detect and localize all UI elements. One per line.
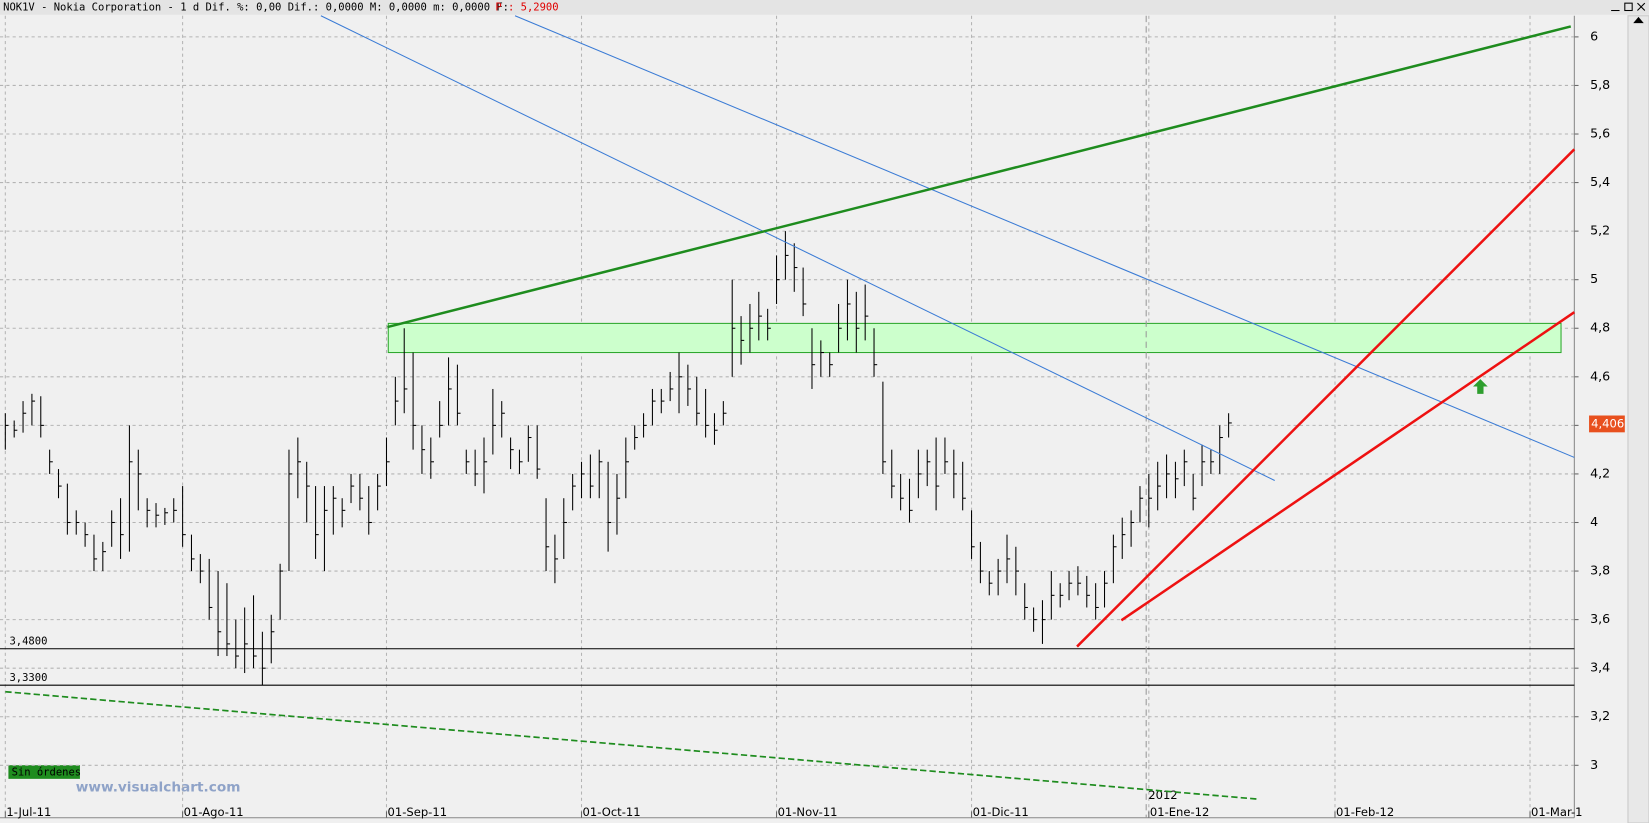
header-price: P : 5,2900 — [495, 1, 558, 13]
orders-text[interactable]: Sin órdenes — [12, 767, 82, 779]
y-tick-label: 5 — [1590, 271, 1598, 286]
y-tick-label: 3 — [1590, 757, 1598, 772]
trendline — [514, 15, 1575, 458]
last-price-tag — [1589, 415, 1625, 433]
y-tick-label: 4 — [1590, 514, 1598, 529]
scrollbar[interactable] — [1627, 15, 1649, 823]
x-tick-label: 01-Feb-12 — [1336, 805, 1394, 819]
trendline — [5, 690, 1258, 800]
x-tick-label: 01-Ago-11 — [184, 805, 244, 819]
y-tick-label: 5,2 — [1590, 223, 1610, 238]
x-tick-label: 01-Sep-11 — [388, 805, 448, 819]
y-tick-label: 4,8 — [1590, 320, 1610, 335]
watermark: www.visualchart.com — [76, 779, 241, 795]
close-button[interactable] — [1637, 2, 1646, 11]
x-tick-label: 01-Oct-11 — [583, 805, 641, 819]
signal-arrow — [1473, 379, 1488, 394]
y-tick-label: 5,8 — [1590, 77, 1610, 92]
y-tick-label: 3,6 — [1590, 611, 1610, 626]
orders-badge[interactable] — [8, 765, 80, 779]
window-buttons[interactable] — [1611, 2, 1646, 12]
y-tick-label: 6 — [1590, 28, 1598, 43]
x-tick-label: 01-Mar-1 — [1531, 805, 1582, 819]
header-bar — [0, 0, 1649, 15]
y-tick-label: 4,2 — [1590, 465, 1610, 480]
x-tick-label: 01-Ene-12 — [1150, 805, 1209, 819]
trendline — [1076, 148, 1576, 648]
trendline — [1120, 311, 1576, 622]
y-tick-label: 5,4 — [1590, 174, 1610, 189]
y-tick-label: 3,2 — [1590, 708, 1610, 723]
y-tick-label: 5,6 — [1590, 126, 1610, 141]
resistance-zone — [387, 322, 1562, 354]
plot: 33,23,43,63,844,24,44,64,855,25,45,65,86… — [0, 15, 1625, 819]
year-label: 2012 — [1148, 788, 1177, 802]
x-tick-label: 01-Nov-11 — [778, 805, 838, 819]
trendline — [387, 25, 1572, 329]
scroll-up[interactable] — [1633, 16, 1644, 24]
y-tick-label: 3,8 — [1590, 563, 1610, 578]
trendline — [320, 15, 1275, 481]
level-label: 3,4800 — [9, 635, 47, 647]
x-tick-label: 1-Jul-11 — [6, 805, 51, 819]
y-tick-label: 3,4 — [1590, 660, 1610, 675]
x-tick-label: 01-Dic-11 — [973, 805, 1029, 819]
last-price-label: 4,406 — [1591, 416, 1624, 430]
maximize-button[interactable] — [1624, 2, 1633, 12]
y-tick-label: 4,6 — [1590, 368, 1610, 383]
header-text: NOK1V - Nokia Corporation - 1 d Dif. %: … — [3, 1, 509, 13]
level-label: 3,3300 — [9, 672, 47, 684]
